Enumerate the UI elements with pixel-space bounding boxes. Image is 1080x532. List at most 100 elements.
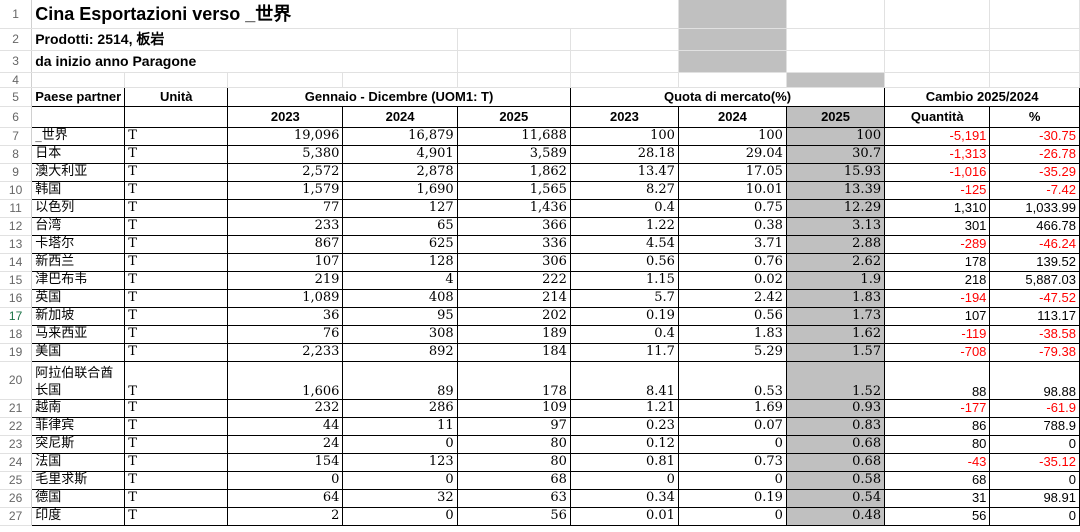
cell-change-qty[interactable]: 107	[884, 307, 991, 326]
cell-value-2025[interactable]: 178	[457, 361, 571, 400]
cell-share-2025[interactable]: 1.9	[786, 271, 886, 290]
cell-share-2023[interactable]: 0	[570, 471, 679, 490]
cell-share-2023[interactable]: 1.21	[570, 399, 679, 418]
cell-value-2024[interactable]: 89	[342, 361, 458, 400]
cell-share-2025[interactable]: 3.13	[786, 217, 886, 236]
cell-change-qty[interactable]: -43	[884, 453, 991, 472]
cell-change-qty[interactable]: -125	[884, 181, 991, 200]
cell-value-2025[interactable]: 222	[457, 271, 571, 290]
cell-share-2025[interactable]: 100	[786, 127, 886, 146]
cell-value-2023[interactable]: 2,233	[227, 343, 344, 362]
row-header[interactable]: 22	[0, 417, 33, 436]
cell-share-2025[interactable]: 0.58	[786, 471, 886, 490]
cell-share-2024[interactable]: 0.76	[678, 253, 787, 272]
header-share-year[interactable]: 2025	[786, 106, 886, 128]
cell-share-2023[interactable]: 100	[570, 127, 679, 146]
cell-share-2024[interactable]: 10.01	[678, 181, 787, 200]
cell-share-2023[interactable]: 0.23	[570, 417, 679, 436]
cell-value-2024[interactable]: 308	[342, 325, 458, 344]
cell-share-2023[interactable]: 5.7	[570, 289, 679, 308]
cell-change-pct[interactable]: -46.24	[989, 235, 1080, 254]
cell-change-qty[interactable]: -177	[884, 399, 991, 418]
cell-share-2023[interactable]: 0.56	[570, 253, 679, 272]
cell-share-2023[interactable]: 0.81	[570, 453, 679, 472]
cell-change-qty[interactable]: 80	[884, 435, 991, 454]
row-header[interactable]: 7	[0, 127, 33, 146]
cell-change-qty[interactable]: 301	[884, 217, 991, 236]
cell-value-2025[interactable]: 1,862	[457, 163, 571, 182]
cell-unit[interactable]: T	[124, 343, 229, 362]
cell-value-2025[interactable]: 1,436	[457, 199, 571, 218]
cell-change-pct[interactable]: 113.17	[989, 307, 1080, 326]
cell-share-2024[interactable]: 0.02	[678, 271, 787, 290]
row-header[interactable]: 18	[0, 325, 33, 344]
row-header[interactable]: 5	[0, 87, 33, 107]
cell-share-2025[interactable]: 0.83	[786, 417, 886, 436]
cell-value-2024[interactable]: 65	[342, 217, 458, 236]
cell-change-qty[interactable]: 56	[884, 507, 991, 526]
cell-value-2025[interactable]: 63	[457, 489, 571, 508]
row-header[interactable]: 11	[0, 199, 33, 218]
cell-share-2024[interactable]: 1.69	[678, 399, 787, 418]
cell-share-2024[interactable]: 0	[678, 435, 787, 454]
cell-share-2025[interactable]: 0.93	[786, 399, 886, 418]
cell-share-2023[interactable]: 11.7	[570, 343, 679, 362]
cell-value-2025[interactable]: 3,589	[457, 145, 571, 164]
header-year[interactable]: 2023	[227, 106, 344, 128]
cell-share-2024[interactable]: 0.07	[678, 417, 787, 436]
header-unit[interactable]: Unità	[124, 86, 229, 107]
cell-share-2024[interactable]: 0	[678, 507, 787, 526]
row-header[interactable]: 13	[0, 235, 33, 254]
cell-value-2023[interactable]: 1,089	[227, 289, 344, 308]
cell-unit[interactable]: T	[124, 163, 229, 182]
cell-share-2024[interactable]: 0.19	[678, 489, 787, 508]
cell-share-2025[interactable]: 0.48	[786, 507, 886, 526]
cell-partner[interactable]: 阿拉伯联合酋长国	[31, 361, 126, 400]
cell-value-2025[interactable]: 306	[457, 253, 571, 272]
cell-value-2023[interactable]: 0	[227, 471, 344, 490]
row-header[interactable]: 16	[0, 289, 33, 308]
cell-partner[interactable]: 新西兰	[31, 253, 126, 272]
header-change[interactable]: Cambio 2025/2024	[884, 86, 1080, 107]
cell-unit[interactable]: T	[124, 235, 229, 254]
cell-partner[interactable]: 毛里求斯	[31, 471, 126, 490]
cell-value-2024[interactable]: 4,901	[342, 145, 458, 164]
cell-change-qty[interactable]: -5,191	[884, 127, 991, 146]
cell-share-2023[interactable]: 13.47	[570, 163, 679, 182]
row-header[interactable]: 10	[0, 181, 33, 200]
cell-value-2025[interactable]: 366	[457, 217, 571, 236]
cell-change-pct[interactable]: -79.38	[989, 343, 1080, 362]
row-header[interactable]: 19	[0, 343, 33, 362]
cell-share-2025[interactable]: 1.83	[786, 289, 886, 308]
cell-value-2023[interactable]: 1,579	[227, 181, 344, 200]
cell-change-qty[interactable]: 86	[884, 417, 991, 436]
cell-share-2023[interactable]: 1.15	[570, 271, 679, 290]
cell-change-pct[interactable]: 0	[989, 507, 1080, 526]
cell-value-2023[interactable]: 64	[227, 489, 344, 508]
cell-share-2023[interactable]: 0.19	[570, 307, 679, 326]
cell-partner[interactable]: 美国	[31, 343, 126, 362]
cell-partner[interactable]: 卡塔尔	[31, 235, 126, 254]
header-year[interactable]: 2024	[342, 106, 458, 128]
cell-value-2024[interactable]: 1,690	[342, 181, 458, 200]
cell-partner[interactable]: 马来西亚	[31, 325, 126, 344]
header-share-year[interactable]: 2023	[570, 106, 679, 128]
cell-change-qty[interactable]: 178	[884, 253, 991, 272]
cell-share-2025[interactable]: 2.88	[786, 235, 886, 254]
cell-change-pct[interactable]: 98.88	[989, 361, 1080, 400]
cell-partner[interactable]: 韩国	[31, 181, 126, 200]
cell-share-2023[interactable]: 8.27	[570, 181, 679, 200]
header-partner[interactable]: Paese partner	[31, 86, 126, 107]
cell-change-pct[interactable]: 1,033.99	[989, 199, 1080, 218]
cell-share-2024[interactable]: 2.42	[678, 289, 787, 308]
cell-partner[interactable]: 越南	[31, 399, 126, 418]
cell-value-2024[interactable]: 128	[342, 253, 458, 272]
cell-value-2024[interactable]: 408	[342, 289, 458, 308]
cell-share-2024[interactable]: 0.53	[678, 361, 787, 400]
cell-change-qty[interactable]: 1,310	[884, 199, 991, 218]
cell-value-2025[interactable]: 184	[457, 343, 571, 362]
cell-partner[interactable]: 津巴布韦	[31, 271, 126, 290]
cell-value-2024[interactable]: 123	[342, 453, 458, 472]
cell-value-2023[interactable]: 5,380	[227, 145, 344, 164]
cell-value-2025[interactable]: 80	[457, 453, 571, 472]
